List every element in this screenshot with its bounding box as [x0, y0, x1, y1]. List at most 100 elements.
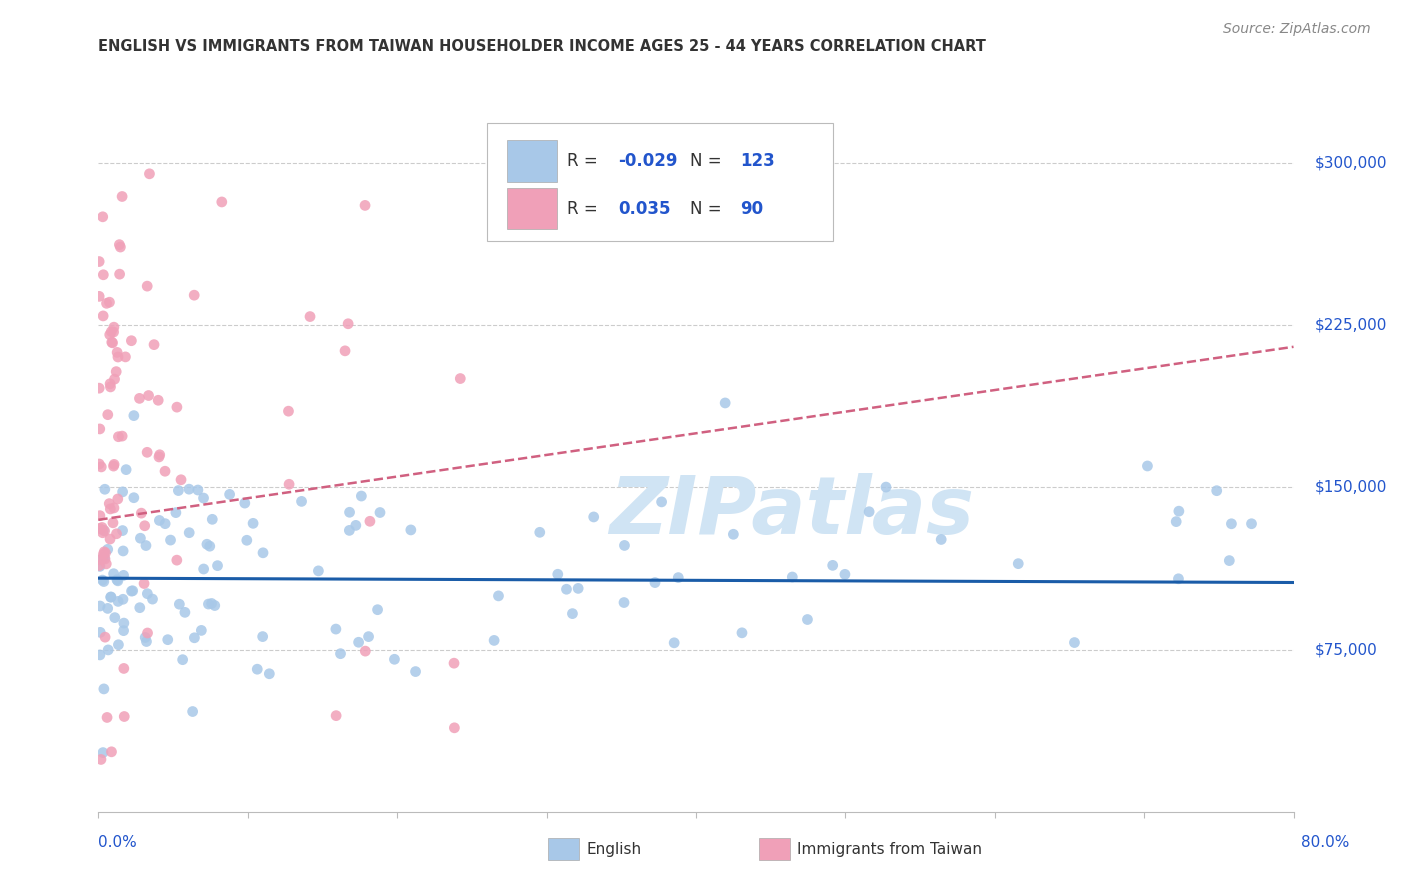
Point — [405, 665, 427, 679]
Point — [354, 198, 377, 212]
Text: ZIPatlas: ZIPatlas — [609, 473, 974, 551]
Point — [179, 525, 201, 540]
Point — [111, 429, 134, 443]
Point — [107, 594, 129, 608]
Point — [112, 709, 135, 723]
Text: 0.035: 0.035 — [619, 200, 671, 218]
Point — [97, 542, 120, 557]
Point — [170, 473, 193, 487]
Point — [98, 502, 121, 516]
Point — [259, 666, 281, 681]
Point — [89, 422, 111, 436]
Point — [1166, 515, 1188, 529]
Point — [121, 584, 143, 599]
Point — [136, 626, 159, 640]
FancyBboxPatch shape — [508, 140, 557, 182]
Point — [100, 745, 122, 759]
Point — [94, 546, 117, 560]
Point — [112, 616, 135, 631]
Point — [329, 647, 352, 661]
Point — [664, 636, 686, 650]
Text: 80.0%: 80.0% — [1302, 836, 1350, 850]
Point — [107, 491, 129, 506]
Point — [198, 539, 221, 553]
Point — [1167, 572, 1189, 586]
Point — [796, 613, 818, 627]
Point — [166, 400, 188, 414]
Text: $225,000: $225,000 — [1315, 318, 1386, 333]
Point — [714, 396, 737, 410]
Point — [367, 603, 389, 617]
Point — [1167, 504, 1189, 518]
Point — [135, 539, 157, 553]
Point — [368, 506, 391, 520]
Point — [128, 600, 150, 615]
Point — [166, 553, 188, 567]
Point — [529, 525, 551, 540]
Point — [89, 553, 111, 567]
Point — [875, 480, 897, 494]
Point — [94, 482, 117, 496]
Text: Immigrants from Taiwan: Immigrants from Taiwan — [797, 842, 983, 856]
Point — [89, 289, 111, 303]
Point — [98, 295, 121, 310]
Point — [94, 630, 117, 644]
Point — [666, 571, 689, 585]
Point — [89, 508, 111, 523]
Point — [111, 592, 134, 607]
Point — [103, 372, 125, 386]
Point — [138, 388, 160, 402]
Point — [252, 630, 274, 644]
Point — [357, 630, 380, 644]
Point — [858, 505, 880, 519]
Point — [555, 582, 578, 597]
Point — [100, 325, 122, 339]
Point — [105, 345, 128, 359]
Point — [97, 408, 120, 422]
Point — [107, 430, 129, 444]
Point — [93, 545, 115, 559]
Point — [347, 635, 370, 649]
Point — [242, 516, 264, 531]
Point — [613, 538, 636, 552]
Point — [359, 514, 381, 528]
Point — [201, 597, 224, 611]
Point — [91, 309, 114, 323]
Point — [174, 605, 197, 619]
Point — [582, 510, 605, 524]
Point — [277, 404, 299, 418]
Point — [482, 633, 505, 648]
Point — [103, 325, 125, 339]
Point — [1240, 516, 1263, 531]
Point — [110, 240, 132, 254]
Point — [90, 752, 112, 766]
Point — [207, 558, 229, 573]
Point — [443, 656, 465, 670]
Point — [91, 746, 114, 760]
Point — [89, 558, 111, 573]
Text: 90: 90 — [740, 200, 763, 218]
Point — [107, 350, 129, 364]
Text: N =: N = — [690, 200, 727, 218]
Point — [122, 409, 145, 423]
Point — [153, 464, 176, 478]
Point — [91, 210, 114, 224]
Point — [107, 574, 129, 588]
Text: $150,000: $150,000 — [1315, 480, 1386, 495]
Point — [1063, 635, 1085, 649]
Point — [93, 547, 115, 561]
Point — [153, 516, 176, 531]
Point — [134, 518, 156, 533]
Point — [111, 189, 134, 203]
Point — [449, 371, 471, 385]
Point — [97, 643, 120, 657]
Point — [128, 392, 150, 406]
Point — [1220, 516, 1243, 531]
Point — [193, 562, 215, 576]
Point — [148, 450, 170, 464]
Point — [193, 491, 215, 505]
Point — [731, 625, 754, 640]
Point — [89, 648, 111, 662]
Point — [115, 462, 138, 476]
Point — [104, 610, 127, 624]
